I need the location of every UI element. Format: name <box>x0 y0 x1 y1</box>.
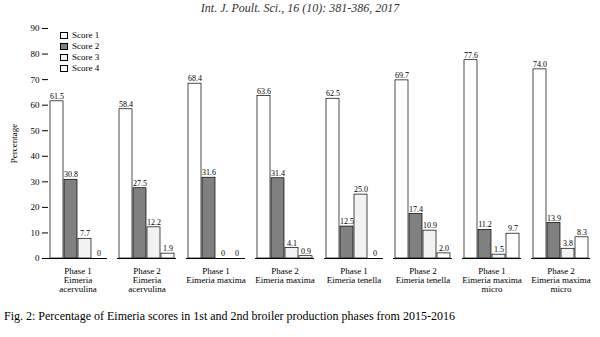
svg-text:Phase 1Eimeria tenella: Phase 1Eimeria tenella <box>327 266 382 285</box>
svg-text:10: 10 <box>31 228 41 238</box>
svg-text:1.5: 1.5 <box>494 245 504 254</box>
svg-text:Phase 1Eimeria maximamicro: Phase 1Eimeria maximamicro <box>462 266 522 294</box>
svg-text:Percentage: Percentage <box>9 124 19 163</box>
svg-text:0: 0 <box>235 249 239 258</box>
svg-text:1.9: 1.9 <box>163 244 173 253</box>
svg-text:69.7: 69.7 <box>395 71 409 80</box>
svg-text:3.8: 3.8 <box>563 239 573 248</box>
svg-text:70: 70 <box>31 74 41 84</box>
svg-text:77.6: 77.6 <box>464 51 478 60</box>
svg-text:31.4: 31.4 <box>271 169 285 178</box>
svg-text:4.1: 4.1 <box>287 239 297 248</box>
html-text:Fig. 2: Percentage of Eimeria: Fig. 2: Percentage of Eimeria scores in … <box>4 309 455 323</box>
html-text:Score 3: Score 3 <box>72 52 100 62</box>
svg-text:Phase 2Eimeriaacervulina: Phase 2Eimeriaacervulina <box>128 266 165 294</box>
html-text:Score 2: Score 2 <box>72 41 100 51</box>
svg-text:40: 40 <box>31 151 41 161</box>
svg-text:11.2: 11.2 <box>478 220 492 229</box>
svg-text:13.9: 13.9 <box>547 214 561 223</box>
svg-text:30.8: 30.8 <box>64 170 78 179</box>
svg-text:61.5: 61.5 <box>50 92 64 101</box>
svg-text:74.0: 74.0 <box>533 60 547 69</box>
svg-text:60: 60 <box>31 100 41 110</box>
svg-text:58.4: 58.4 <box>119 100 133 109</box>
svg-text:90: 90 <box>31 23 41 33</box>
svg-text:25.0: 25.0 <box>354 185 368 194</box>
svg-text:0.9: 0.9 <box>301 247 311 256</box>
html-text:Score 1: Score 1 <box>72 30 100 40</box>
svg-text:0: 0 <box>35 253 40 263</box>
svg-text:Phase 2Eimeria maxima: Phase 2Eimeria maxima <box>255 266 315 285</box>
svg-text:12.2: 12.2 <box>147 218 161 227</box>
html-text:Int. J. Poult. Sci., 16 (10):: Int. J. Poult. Sci., 16 (10): 381-386, 2… <box>200 1 400 15</box>
svg-text:Phase 2Eimeria maximamicro: Phase 2Eimeria maximamicro <box>531 266 591 294</box>
svg-text:62.5: 62.5 <box>326 89 340 98</box>
svg-text:20: 20 <box>31 202 41 212</box>
svg-text:Phase 1Eimeria maxima: Phase 1Eimeria maxima <box>186 266 246 285</box>
html-text:Score 4: Score 4 <box>72 63 100 73</box>
svg-text:0: 0 <box>221 249 225 258</box>
svg-text:63.6: 63.6 <box>257 87 271 96</box>
svg-text:30: 30 <box>31 177 41 187</box>
svg-text:2.0: 2.0 <box>439 244 449 253</box>
svg-text:0: 0 <box>97 249 101 258</box>
svg-text:Phase 1Eimeriaacervulina: Phase 1Eimeriaacervulina <box>59 266 96 294</box>
svg-text:50: 50 <box>31 126 41 136</box>
svg-text:0: 0 <box>373 249 377 258</box>
svg-text:17.4: 17.4 <box>409 205 423 214</box>
svg-text:Phase 2Eimeria tenella: Phase 2Eimeria tenella <box>396 266 451 285</box>
svg-text:12.5: 12.5 <box>340 217 354 226</box>
svg-text:31.6: 31.6 <box>202 168 216 177</box>
svg-text:8.3: 8.3 <box>577 228 587 237</box>
svg-text:10.9: 10.9 <box>423 221 437 230</box>
svg-text:9.7: 9.7 <box>508 224 518 233</box>
svg-text:80: 80 <box>31 49 41 59</box>
svg-text:68.4: 68.4 <box>188 74 202 83</box>
svg-text:7.7: 7.7 <box>80 229 90 238</box>
svg-text:27.5: 27.5 <box>133 179 147 188</box>
